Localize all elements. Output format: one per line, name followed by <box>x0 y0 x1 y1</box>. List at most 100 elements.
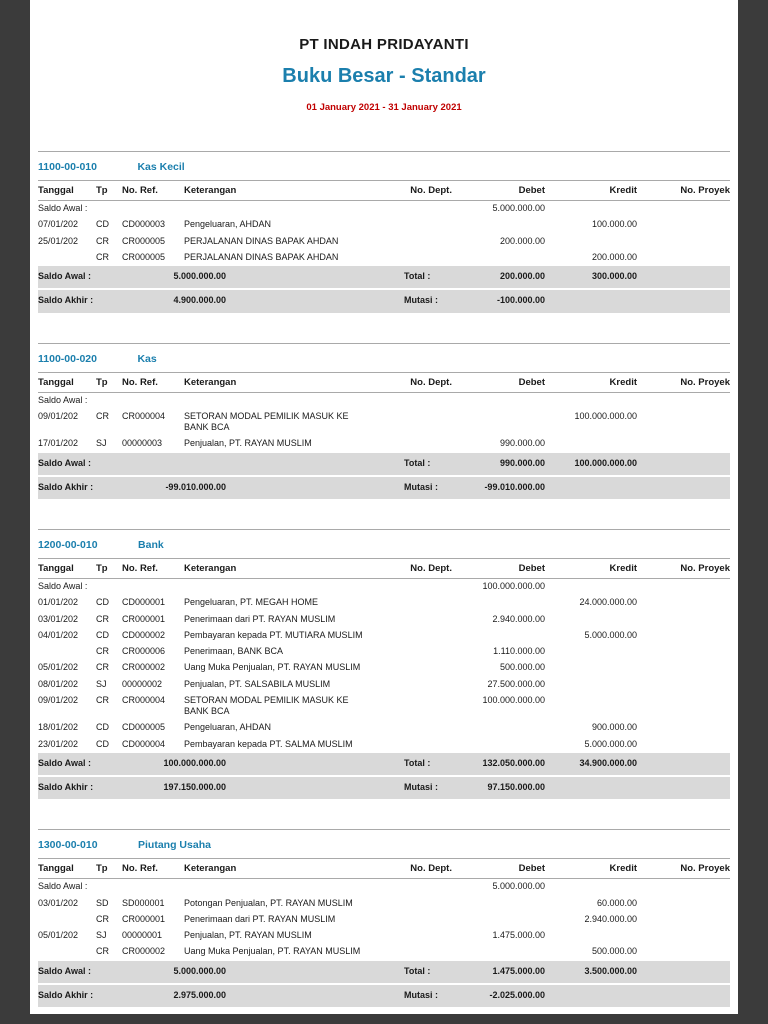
cell-no-dept <box>404 250 452 266</box>
table-header-row: Tanggal Tp No. Ref. Keterangan No. Dept. Debe… <box>38 859 730 880</box>
cell-tanggal: 03/01/202 <box>38 613 79 624</box>
opening-label: Saldo Awal : <box>38 394 88 405</box>
table-header-row: Tanggal Tp No. Ref. Keterangan No. Dept. Debe… <box>38 372 730 393</box>
opening-no-proyek <box>637 201 730 218</box>
opening-balance-row: Saldo Awal : 5.000.000.00 <box>38 201 730 218</box>
cell-keterangan: Pengeluaran, AHDAN <box>184 219 272 230</box>
saldo-akhir-value: -99.010.000.00 <box>165 481 226 492</box>
column-header: No. Dept. <box>404 859 452 880</box>
cell-tanggal <box>38 944 96 960</box>
saldo-akhir-label: Saldo Akhir : <box>38 989 94 1000</box>
column-header: Tp <box>96 559 122 579</box>
table-footer: Saldo Awal : 100.000.000.00 Total :132.050… <box>38 752 730 800</box>
cell-no-ref: SD000001 <box>122 897 165 908</box>
saldo-awal-label: Saldo Awal : <box>38 757 92 768</box>
cell-debet <box>452 944 545 960</box>
column-header: No. Ref. <box>122 372 184 393</box>
cell-tanggal <box>38 644 96 660</box>
cell-no-ref: CR000005 <box>122 251 166 262</box>
cell-no-ref: CR000004 <box>122 410 166 421</box>
cell-keterangan: Penjualan, PT. RAYAN MUSLIM <box>184 438 312 449</box>
cell-no-proyek <box>637 693 730 721</box>
column-header: No. Proyek <box>637 859 730 880</box>
column-header: Tp <box>96 859 122 880</box>
opening-balance-row: Saldo Awal : 100.000.000.00 <box>38 579 730 596</box>
cell-tp: CD <box>96 219 109 230</box>
cell-kredit: 100.000.000.00 <box>574 410 637 421</box>
cell-no-proyek <box>637 928 730 944</box>
mutasi-value: -2.025.000.00 <box>452 982 545 1007</box>
account-section: 1100-00-020 Kas Tanggal Tp No. Ref. Keteran… <box>38 342 730 499</box>
opening-no-proyek <box>637 579 730 596</box>
transaction-row: 03/01/202 CR CR000001 Penerimaan dari PT. R… <box>38 612 730 628</box>
report-period: 01 January 2021 - 31 January 2021 <box>306 102 462 113</box>
cell-tp: CR <box>96 662 109 673</box>
column-header: Debet <box>452 181 545 201</box>
cell-tanggal: 09/01/202 <box>38 694 79 705</box>
cell-tp: CR <box>96 946 109 957</box>
transaction-row: 03/01/202 SD SD000001 Potongan Penjualan, P… <box>38 896 730 912</box>
cell-tanggal: 01/01/202 <box>38 597 79 608</box>
cell-no-ref: CR000006 <box>122 646 166 656</box>
cell-tanggal: 25/01/202 <box>38 235 79 246</box>
cell-no-proyek <box>637 250 730 266</box>
saldo-akhir-label: Saldo Akhir : <box>38 295 94 306</box>
column-header: Kredit <box>545 859 637 880</box>
footer-saldo-awal-row-labels: Saldo Awal : 5.000.000.00 <box>38 960 404 984</box>
cell-tp: CR <box>96 694 109 705</box>
cell-tp: CR <box>96 251 109 262</box>
cell-tanggal <box>38 912 96 928</box>
ledger-table: Tanggal Tp No. Ref. Keterangan No. Dept. Debe… <box>38 559 730 800</box>
cell-no-proyek <box>637 660 730 676</box>
transaction-row: 04/01/202 CD CD000002 Pembayaran kepada PT.… <box>38 628 730 644</box>
cell-keterangan: Uang Muka Penjualan, PT. RAYAN MUSLIM <box>184 662 361 673</box>
cell-no-proyek <box>637 720 730 736</box>
column-header: Keterangan <box>184 559 404 579</box>
cell-kredit: 500.000.00 <box>591 946 637 957</box>
table-footer: Saldo Awal : 5.000.000.00 Total :200.000.0… <box>38 266 730 313</box>
total-kredit: 34.900.000.00 <box>545 752 637 776</box>
cell-no-ref: CR000002 <box>122 662 166 673</box>
section-header: 1100-00-020 Kas <box>38 342 730 373</box>
cell-no-dept <box>404 612 452 628</box>
cell-no-ref: CD000004 <box>122 738 166 749</box>
cell-debet <box>452 912 545 928</box>
cell-debet <box>452 217 545 233</box>
account-number: 1100-00-020 <box>38 352 97 365</box>
cell-kredit <box>545 660 637 676</box>
opening-kredit <box>545 579 637 596</box>
footer-saldo-akhir-row-labels: Saldo Akhir : 2.975.000.00 <box>38 982 404 1007</box>
cell-debet <box>452 896 545 912</box>
column-header: Tanggal <box>38 859 96 880</box>
column-header: Kredit <box>545 372 637 393</box>
opening-balance-row: Saldo Awal : 5.000.000.00 <box>38 879 730 896</box>
footer-saldo-awal-row-no-proyek <box>637 960 730 984</box>
saldo-akhir-label: Saldo Akhir : <box>38 481 94 492</box>
cell-debet: 1.110.000.00 <box>493 646 545 656</box>
cell-debet: 27.500.000.00 <box>487 678 545 689</box>
opening-label: Saldo Awal : <box>38 881 88 892</box>
section-header: 1200-00-010 Bank <box>38 529 730 559</box>
cell-no-proyek <box>637 409 730 437</box>
mutasi-value: 97.150.000.00 <box>452 774 545 800</box>
cell-no-ref: CR000005 <box>122 235 166 246</box>
cell-no-ref: CD000003 <box>122 219 166 230</box>
cell-keterangan: SETORAN MODAL PEMILIK MASUK KE BANK BCA <box>184 410 349 432</box>
cell-kredit: 24.000.000.00 <box>579 597 637 608</box>
cell-no-ref: CD000005 <box>122 722 166 733</box>
cell-tanggal: 05/01/202 <box>38 662 79 673</box>
cell-keterangan: SETORAN MODAL PEMILIK MASUK KE BANK BCA <box>184 694 349 716</box>
cell-tanggal: 17/01/202 <box>38 438 79 449</box>
cell-kredit: 200.000.00 <box>591 251 637 262</box>
column-header: No. Ref. <box>122 181 184 201</box>
cell-no-dept <box>404 693 452 721</box>
cell-tanggal: 04/01/202 <box>38 629 79 640</box>
total-label: Total : <box>404 452 452 476</box>
saldo-akhir-value: 4.900.000.00 <box>173 295 226 306</box>
cell-debet: 100.000.000.00 <box>482 694 545 705</box>
opening-debet: 5.000.000.00 <box>492 203 545 213</box>
cell-kredit <box>545 644 637 660</box>
cell-no-proyek <box>637 595 730 611</box>
table-body: Saldo Awal : 5.000.000.00 03/01/202 SD SD000… <box>38 879 730 961</box>
transaction-row: CR CR000006 Penerimaan, BANK BCA 1.110.000.… <box>38 644 730 660</box>
